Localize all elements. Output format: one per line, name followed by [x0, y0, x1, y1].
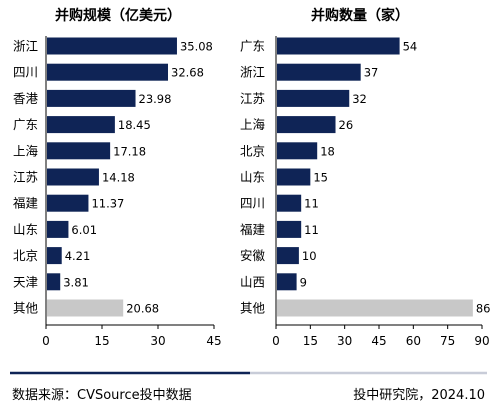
chart1-data-label: 35.08 [180, 40, 213, 54]
chart2-bar [277, 63, 361, 81]
chart1-category-label: 北京 [13, 248, 38, 263]
chart2-bar [277, 273, 297, 291]
chart1-bar [47, 63, 169, 81]
chart1-data-label: 11.37 [91, 197, 124, 211]
chart1-category-label: 香港 [13, 91, 39, 106]
chart2-bar [277, 116, 336, 134]
chart2-data-label: 32 [352, 92, 367, 106]
chart2-category-label: 其他 [240, 301, 266, 316]
chart2-x-tick-label: 90 [474, 334, 489, 348]
chart1-bar [47, 142, 111, 160]
chart1-bar [47, 168, 99, 186]
chart1-bar [47, 299, 124, 317]
chart1-category-label: 山东 [13, 222, 38, 237]
chart1-x-tick-label: 30 [150, 334, 165, 348]
chart2-data-label: 10 [302, 249, 317, 263]
chart2-data-label: 9 [300, 275, 307, 289]
chart1-data-label: 23.98 [139, 92, 172, 106]
chart2-data-label: 37 [364, 66, 379, 80]
chart2-bar [277, 142, 318, 160]
chart1-data-label: 14.18 [102, 171, 135, 185]
chart2-bar [277, 299, 473, 317]
chart2-category-label: 江苏 [240, 91, 265, 106]
chart1-data-label: 17.18 [113, 144, 146, 158]
chart1-category-label: 天津 [13, 274, 38, 289]
chart2-category-label: 广东 [240, 39, 265, 54]
chart1-bar [47, 194, 89, 212]
chart1-data-label: 20.68 [126, 302, 159, 316]
chart1-bar [47, 273, 61, 291]
chart1-data-label: 4.21 [65, 249, 91, 263]
chart1-category-label: 福建 [13, 196, 39, 211]
chart1-category-label: 江苏 [13, 170, 38, 185]
chart2-data-label: 15 [313, 171, 328, 185]
chart1-data-label: 6.01 [71, 223, 97, 237]
chart2-x-tick-label: 15 [303, 334, 318, 348]
chart2-bar [277, 220, 302, 238]
chart1-category-label: 广东 [13, 117, 38, 132]
chart2-x-tick-label: 0 [272, 334, 280, 348]
chart1-bar [47, 247, 62, 265]
chart2-data-label: 86 [476, 302, 491, 316]
chart1-data-label: 18.45 [118, 118, 151, 132]
chart2-x-tick-label: 60 [406, 334, 421, 348]
chart2-category-label: 福建 [240, 222, 266, 237]
chart2-data-label: 18 [320, 144, 335, 158]
chart2-data-label: 11 [304, 197, 319, 211]
chart1-x-tick-label: 0 [42, 334, 50, 348]
chart2-bar [277, 247, 299, 265]
chart1-data-label: 32.68 [171, 66, 204, 80]
chart2-category-label: 上海 [240, 117, 266, 132]
chart2-x-tick-label: 45 [371, 334, 386, 348]
chart2-category-label: 北京 [240, 143, 265, 158]
chart1-bar [47, 89, 136, 107]
chart2-x-tick-label: 30 [337, 334, 352, 348]
chart1-category-label: 其他 [13, 301, 39, 316]
chart1-data-label: 3.81 [63, 275, 89, 289]
chart2-bar [277, 89, 350, 107]
chart1-bar [47, 116, 115, 134]
chart2-bar [277, 168, 311, 186]
chart2-x-tick-label: 75 [440, 334, 455, 348]
chart2-category-label: 四川 [240, 196, 265, 211]
chart1-category-label: 四川 [13, 65, 38, 80]
chart2-category-label: 山东 [240, 170, 265, 185]
credit-note: 投中研究院，2024.10 [353, 388, 485, 403]
chart2-bar [277, 37, 400, 55]
chart2-category-label: 安徽 [240, 248, 266, 263]
chart2-bar [277, 194, 302, 212]
chart2-data-label: 54 [403, 40, 418, 54]
chart2-data-label: 26 [339, 118, 354, 132]
chart1-category-label: 浙江 [13, 39, 38, 54]
source-note: 数据来源：CVSource投中数据 [12, 388, 192, 403]
chart2-category-label: 山西 [240, 274, 265, 289]
chart1-x-tick-label: 45 [206, 334, 221, 348]
chart1-bar [47, 220, 69, 238]
chart2-title: 并购数量（家） [311, 7, 409, 24]
chart2-data-label: 11 [304, 223, 319, 237]
chart1-x-tick-label: 15 [94, 334, 109, 348]
chart2-category-label: 浙江 [240, 65, 265, 80]
chart1-category-label: 上海 [13, 143, 39, 158]
chart1-bar [47, 37, 177, 55]
chart1-title: 并购规模（亿美元） [55, 7, 181, 24]
